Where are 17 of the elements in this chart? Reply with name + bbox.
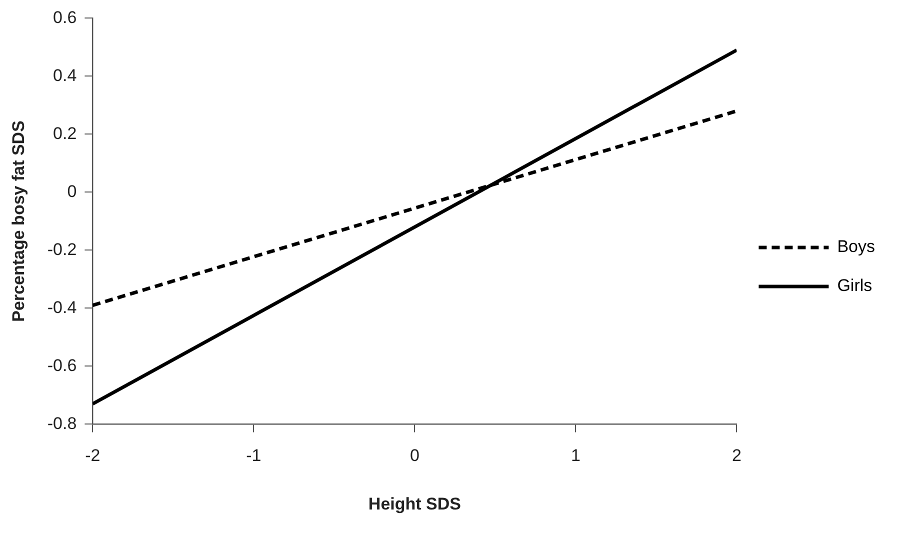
x-axis-title: Height SDS (368, 494, 461, 514)
y-tick-label: -0.8 (47, 414, 77, 433)
y-axis-title: Percentage bosy fat SDS (8, 120, 28, 322)
y-tick-label: 0.4 (53, 66, 77, 85)
legend-label: Girls (837, 276, 872, 296)
x-tick-label: 2 (732, 446, 742, 466)
y-tick-label: -0.2 (47, 240, 77, 259)
y-tick-label: 0.6 (53, 8, 77, 27)
x-tick-label: 1 (570, 446, 580, 466)
x-tick-label: -2 (85, 446, 100, 466)
y-tick-label: 0 (67, 182, 77, 201)
legend-label: Boys (837, 237, 876, 256)
y-tick-label: -0.6 (47, 356, 77, 375)
x-tick-label: -1 (246, 446, 262, 466)
y-tick-label: 0.2 (53, 124, 77, 143)
x-tick-label: 0 (410, 446, 420, 466)
y-tick-label: -0.4 (47, 298, 77, 317)
